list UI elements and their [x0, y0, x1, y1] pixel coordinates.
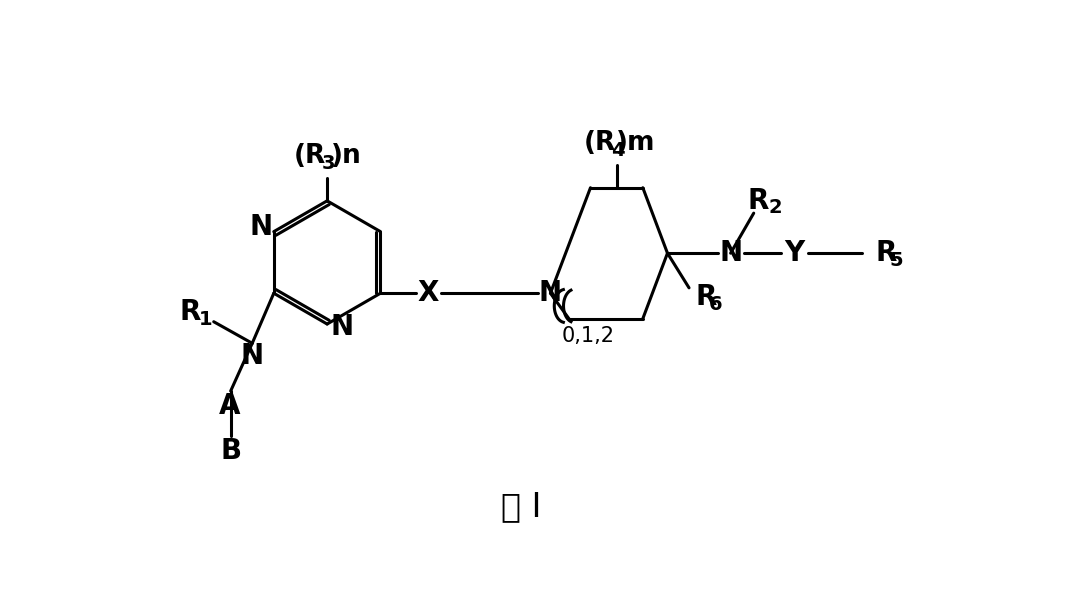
- Text: N: N: [331, 313, 355, 341]
- Text: Y: Y: [784, 239, 804, 267]
- Text: N: N: [250, 213, 273, 241]
- Text: 5: 5: [890, 250, 902, 270]
- Text: 2: 2: [769, 198, 782, 217]
- Text: R: R: [695, 283, 717, 311]
- Text: X: X: [418, 279, 439, 307]
- Text: N: N: [539, 279, 562, 307]
- Text: R: R: [876, 239, 897, 267]
- Text: )m: )m: [616, 130, 656, 156]
- Text: N: N: [719, 239, 742, 267]
- Text: A: A: [218, 393, 240, 420]
- Text: (R: (R: [583, 130, 616, 156]
- Text: 3: 3: [321, 154, 335, 173]
- Text: 6: 6: [709, 294, 723, 314]
- Text: 4: 4: [611, 141, 625, 160]
- Text: N: N: [240, 341, 264, 370]
- Text: 0,1,2: 0,1,2: [562, 326, 615, 346]
- Text: )n: )n: [331, 143, 362, 169]
- Text: (R: (R: [294, 143, 327, 169]
- Text: 1: 1: [200, 310, 213, 329]
- Text: R: R: [179, 299, 201, 326]
- Text: B: B: [220, 437, 241, 465]
- Text: 式 I: 式 I: [501, 490, 541, 523]
- Text: R: R: [748, 187, 769, 215]
